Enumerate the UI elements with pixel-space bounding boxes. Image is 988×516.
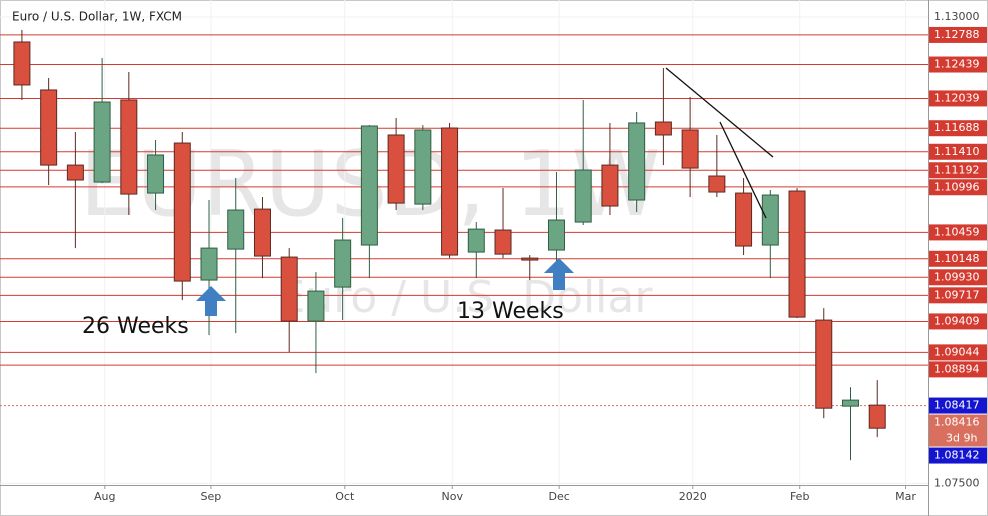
candles	[13, 29, 886, 461]
x-tick-label: Feb	[790, 490, 809, 503]
level-label-box	[929, 26, 987, 43]
last-price-label: 1.08416	[934, 416, 980, 429]
levels	[0, 34, 928, 407]
candle-body	[708, 175, 726, 193]
level-label: 1.12788	[934, 28, 980, 41]
level-label: 1.10996	[934, 180, 980, 193]
candle-body	[307, 290, 325, 322]
quote-box	[929, 447, 987, 464]
x-tick-label: Oct	[335, 490, 355, 503]
candle-body	[120, 99, 138, 195]
quote-box	[929, 397, 987, 414]
level-label: 1.11688	[934, 121, 980, 134]
candle-body	[654, 121, 672, 136]
x-tick-label: Nov	[442, 490, 464, 503]
level-label-box	[929, 361, 987, 378]
level-label: 1.09717	[934, 288, 980, 301]
annotation: 13 Weeks	[457, 299, 564, 324]
quote-label: 1.08417	[934, 399, 980, 412]
level-label-box	[929, 179, 987, 196]
trend-line	[665, 67, 774, 158]
candle-body	[200, 247, 218, 281]
level-label: 1.09044	[934, 345, 980, 358]
candle-body	[841, 399, 859, 407]
candle-body	[253, 208, 271, 257]
candle-body	[441, 127, 459, 256]
candle-body	[574, 169, 592, 223]
x-tick-label: Dec	[549, 490, 570, 503]
candle-body	[788, 190, 806, 318]
level-label-box	[929, 313, 987, 330]
candle-body	[66, 164, 84, 181]
level-label: 1.11192	[934, 163, 980, 176]
arrow	[544, 258, 574, 290]
candle-body	[601, 164, 619, 207]
candle-body	[547, 219, 565, 251]
candle-body	[628, 122, 646, 201]
candle-body	[13, 41, 31, 86]
candle-body	[735, 192, 753, 247]
candle-body	[40, 89, 58, 166]
candle-body	[387, 134, 405, 204]
level-label-box	[929, 250, 987, 267]
candle-body	[414, 129, 432, 205]
level-label-box	[929, 143, 987, 160]
level-label: 1.08894	[934, 362, 980, 375]
y-tick-label: 1.07500	[934, 476, 980, 489]
level-label: 1.11410	[934, 145, 980, 158]
level-label: 1.09409	[934, 314, 980, 327]
candle-body	[360, 125, 378, 246]
candle-body	[93, 101, 111, 183]
level-label-box	[929, 269, 987, 286]
x-tick-label: Sep	[201, 490, 222, 503]
candle-body	[868, 404, 886, 429]
x-tick-label: Mar	[895, 490, 916, 503]
candle-body	[467, 228, 485, 253]
last-price-box	[929, 414, 987, 447]
level-label-box	[929, 162, 987, 179]
level-label: 1.12039	[934, 91, 980, 104]
annotation: 26 Weeks	[82, 314, 189, 339]
level-label-box	[929, 224, 987, 241]
x-tick-label: Aug	[94, 490, 115, 503]
candle-body	[147, 154, 165, 194]
x-tick-label: 2020	[679, 490, 707, 503]
candle-body	[521, 257, 539, 261]
candle-body	[227, 209, 245, 250]
quote-label: 1.08142	[934, 449, 980, 462]
level-label: 1.10148	[934, 252, 980, 265]
level-label-box	[929, 120, 987, 137]
candle-body	[173, 142, 191, 282]
candle-body	[815, 319, 833, 409]
candle-body	[334, 239, 352, 288]
level-label-box	[929, 90, 987, 107]
level-label: 1.10459	[934, 225, 980, 238]
level-label: 1.12439	[934, 58, 980, 71]
level-label-box	[929, 56, 987, 73]
level-label: 1.09930	[934, 270, 980, 283]
chart-title: Euro / U.S. Dollar, 1W, FXCM	[12, 10, 182, 24]
candle-body	[761, 194, 779, 246]
price-axis: Aug Sep Oct Nov Dec 2020 Feb Mar 1.13000 1.12788 1…	[94, 10, 987, 503]
candle-body	[681, 129, 699, 169]
candle-body	[280, 256, 298, 322]
level-label-box	[929, 344, 987, 361]
trend-line	[719, 121, 767, 219]
arrow	[196, 286, 226, 316]
y-tick-label: 1.13000	[934, 10, 980, 23]
candle-body	[494, 229, 512, 255]
countdown-label: 3d 9h	[946, 432, 977, 445]
level-label-box	[929, 287, 987, 304]
arrows	[196, 258, 574, 316]
